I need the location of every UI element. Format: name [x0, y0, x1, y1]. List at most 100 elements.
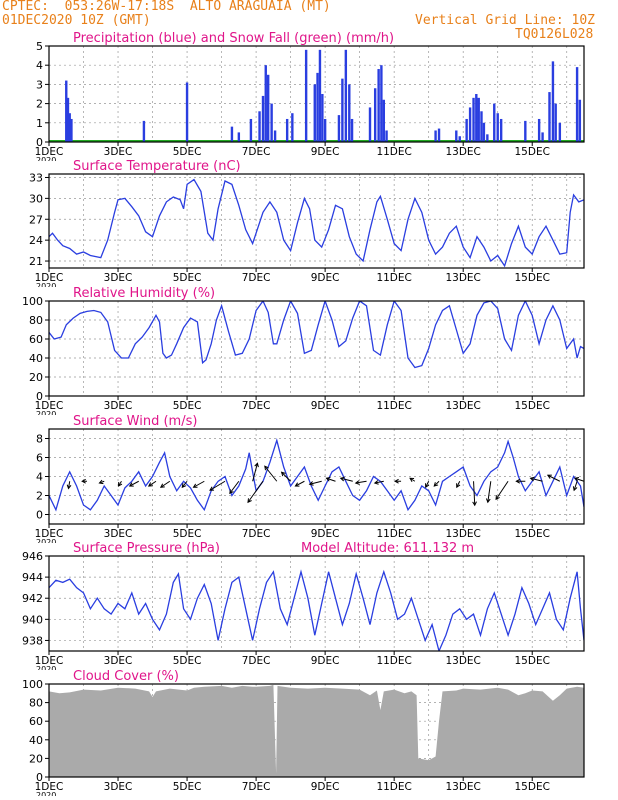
precip-bar — [575, 67, 579, 142]
precip-bar — [270, 103, 273, 142]
wind-arrow — [574, 477, 585, 482]
wind-arrow — [326, 477, 336, 482]
cloud-area — [49, 684, 584, 777]
precip-bar — [68, 113, 71, 142]
precip-bar — [291, 113, 294, 142]
cloud-ytick-label: 0 — [36, 771, 43, 784]
cloud-ytick-label: 100 — [22, 678, 43, 691]
wind-arrow — [573, 481, 578, 491]
wind-xtick-label: 7DEC — [242, 528, 271, 540]
precip-bar — [377, 69, 380, 142]
wind-arrowhead — [81, 478, 86, 484]
precip-bar — [475, 94, 478, 142]
wind-xtick-label: 11DEC — [376, 528, 411, 540]
rh-xtick-label: 3DEC — [104, 400, 133, 412]
rh-ytick-label: 40 — [29, 352, 43, 365]
precip-bar — [273, 130, 277, 142]
precip-bar — [185, 82, 189, 142]
precip-xtick-label: 3DEC — [104, 146, 133, 158]
precip-bar — [66, 97, 70, 142]
precip-bar — [237, 132, 241, 142]
precip-bar — [337, 115, 341, 142]
rh-frame — [48, 300, 585, 397]
temp-ytick-label: 30 — [29, 192, 43, 205]
precip-bar — [285, 118, 289, 142]
wind-arrowhead — [254, 462, 259, 468]
temp-title: Surface Temperature (nC) — [73, 159, 241, 174]
rh-title: Relative Humidity (%) — [73, 286, 215, 301]
wind-arrow — [129, 480, 139, 487]
cloud-ytick-label: 60 — [29, 715, 43, 728]
precip-xtick-label: 9DEC — [311, 146, 340, 158]
precip-ytick-label: 5 — [36, 40, 43, 53]
wind-xtick-label: 3DEC — [104, 528, 133, 540]
wind-xtick-label: 1DEC — [35, 528, 64, 540]
precip-bar — [437, 128, 441, 142]
wind-arrow — [473, 481, 476, 506]
precip-frame — [48, 45, 585, 143]
grid-note: Vertical Grid Line: 10Z — [415, 13, 596, 28]
cloud-year-label: 2020 — [36, 791, 56, 800]
wind-arrow — [487, 481, 492, 503]
wind-arrow — [229, 480, 240, 494]
wind-arrow — [433, 480, 440, 487]
precip-bar — [258, 111, 261, 142]
rh-ytick-label: 80 — [29, 314, 43, 327]
wind-arrow — [148, 480, 157, 487]
precip-bar — [261, 95, 265, 142]
pressure-xtick-label: 5DEC — [173, 655, 202, 667]
wind-arrowhead — [425, 483, 430, 489]
wind-arrowhead — [495, 495, 500, 501]
precip-bar — [323, 118, 327, 142]
precip-bar — [321, 94, 324, 142]
precip-ytick-label: 3 — [36, 78, 43, 91]
wind-xtick-label: 9DEC — [311, 528, 340, 540]
rh-xtick-label: 1DEC — [35, 400, 64, 412]
precip-bar — [548, 92, 551, 142]
rh-xtick-label: 9DEC — [311, 400, 340, 412]
wind-arrow — [295, 480, 305, 487]
wind-arrowhead — [229, 489, 234, 495]
precip-bar — [341, 78, 344, 142]
precip-bar — [249, 118, 253, 142]
precip-bar — [480, 111, 483, 142]
pressure-line — [49, 569, 584, 651]
wind-arrowhead — [373, 480, 379, 485]
cloud-xtick-label: 3DEC — [104, 781, 133, 793]
wind-arrowhead — [128, 482, 134, 487]
rh-line — [49, 301, 584, 369]
temp-xtick-label: 3DEC — [104, 272, 133, 284]
rh-ytick-label: 20 — [29, 371, 43, 384]
temp-xtick-label: 1DEC — [35, 272, 64, 284]
wind-year-label: 2020 — [36, 538, 56, 547]
wind-arrow — [495, 480, 509, 500]
wind-arrow — [456, 481, 461, 488]
rh-xtick-label: 15DEC — [515, 400, 550, 412]
wind-arrow — [181, 480, 188, 488]
pressure-ytick-label: 940 — [22, 613, 43, 626]
rh-ytick-label: 100 — [22, 295, 43, 308]
wind-arrowhead — [181, 483, 187, 489]
wind-ytick-label: 6 — [36, 452, 43, 465]
precip-bar — [382, 99, 386, 142]
precip-bar — [455, 130, 458, 142]
precip-year-label: 2020 — [36, 156, 56, 165]
pressure-xtick-label: 1DEC — [35, 655, 64, 667]
precip-bar — [385, 130, 388, 142]
wind-arrowhead — [66, 484, 72, 490]
precip-bar — [468, 107, 472, 142]
precip-bar — [541, 132, 544, 142]
temp-xtick-label: 15DEC — [515, 272, 550, 284]
precip-ytick-label: 1 — [36, 117, 43, 130]
wind-arrowhead — [433, 482, 439, 487]
wind-arrow — [374, 480, 384, 484]
temp-ytick-label: 33 — [29, 171, 43, 184]
precip-bar — [578, 99, 582, 142]
precip-bar — [554, 103, 557, 142]
wind-arrow — [209, 480, 226, 491]
wind-ytick-label: 0 — [36, 509, 43, 522]
precip-ytick-label: 4 — [36, 59, 43, 72]
wind-ytick-label: 4 — [36, 471, 43, 484]
precip-ytick-label: 0 — [36, 136, 43, 149]
precip-bar — [486, 134, 489, 142]
